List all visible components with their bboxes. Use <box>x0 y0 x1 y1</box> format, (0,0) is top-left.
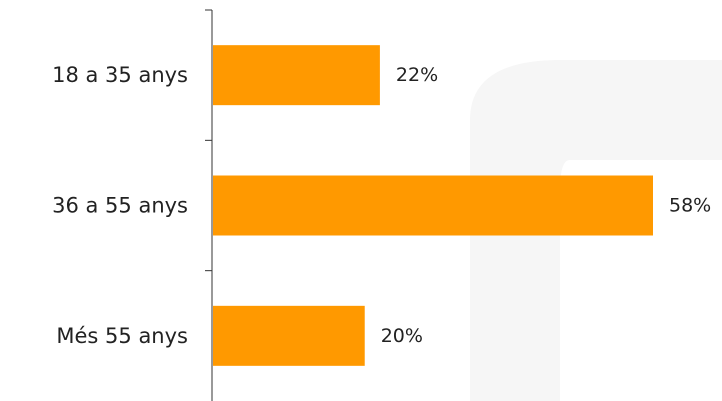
value-label: 58% <box>669 195 711 217</box>
background-watermark <box>470 60 722 401</box>
bars <box>213 45 653 366</box>
bar-2 <box>213 175 653 236</box>
y-axis <box>205 9 213 401</box>
category-label: 36 a 55 anys <box>52 194 188 218</box>
category-label: Més 55 anys <box>56 324 188 348</box>
value-label: 20% <box>381 325 423 347</box>
labels: 18 a 35 anys 22% 36 a 55 anys 58% Més 55 any… <box>52 63 711 348</box>
category-label: 18 a 35 anys <box>52 63 188 87</box>
bar-3 <box>213 305 365 366</box>
bar-1 <box>213 45 380 106</box>
value-label: 22% <box>396 64 438 86</box>
